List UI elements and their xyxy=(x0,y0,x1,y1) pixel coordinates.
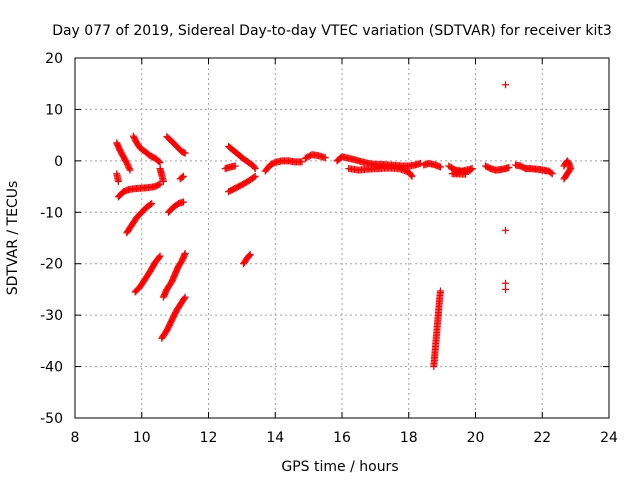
data-point xyxy=(502,279,510,287)
data-point xyxy=(181,249,189,257)
data-point xyxy=(155,253,163,261)
tick-layer: 8 10 12 14 16 18 20 22 24 20 10 0 -10 -20 -30 -40 -50 xyxy=(40,51,618,446)
series-arc-07 xyxy=(156,165,167,185)
series-arc-20 xyxy=(345,164,416,180)
series-arc-13 xyxy=(221,162,239,173)
series-arc-26 xyxy=(560,157,575,183)
data-point xyxy=(147,200,155,208)
point-layer xyxy=(113,81,575,371)
y-tick-label: 20 xyxy=(45,51,63,67)
series-arc-05 xyxy=(129,132,164,166)
data-point xyxy=(251,172,259,180)
data-point xyxy=(436,287,444,295)
x-tick-label: 16 xyxy=(333,430,351,446)
series-arc-15 xyxy=(225,172,259,196)
data-point xyxy=(547,169,555,177)
x-tick-label: 10 xyxy=(133,430,151,446)
series-arc-04 xyxy=(123,200,156,237)
x-tick-label: 8 xyxy=(71,430,80,446)
data-point xyxy=(461,170,469,178)
y-tick-label: 10 xyxy=(45,102,63,118)
data-point xyxy=(148,200,156,208)
y-tick-label: -30 xyxy=(40,308,63,324)
data-point xyxy=(159,177,167,185)
data-point xyxy=(245,251,253,259)
data-point xyxy=(250,163,258,171)
y-tick-label: 0 xyxy=(54,154,63,170)
y-tick-label: -20 xyxy=(40,257,63,273)
data-point xyxy=(407,171,415,179)
series-arc-24 xyxy=(482,162,513,174)
x-tick-label: 14 xyxy=(266,430,284,446)
data-point xyxy=(181,293,189,301)
series-arc-01 xyxy=(113,139,134,174)
series-arc-03 xyxy=(114,180,164,201)
series-arc-21 xyxy=(430,287,444,371)
data-point xyxy=(560,175,568,183)
chart-title: Day 077 of 2019, Sidereal Day-to-day VTE… xyxy=(52,23,612,39)
data-point xyxy=(126,166,134,174)
series-arc-17 xyxy=(261,157,306,175)
data-point xyxy=(180,294,188,302)
series-arc-12 xyxy=(176,172,187,183)
data-point xyxy=(155,181,163,189)
data-point xyxy=(505,164,513,172)
y-tick-label: -10 xyxy=(40,205,63,221)
series-arc-10 xyxy=(163,133,189,157)
data-point xyxy=(156,158,164,166)
x-tick-label: 18 xyxy=(400,430,418,446)
data-point xyxy=(179,198,187,206)
series-arc-06 xyxy=(131,252,164,296)
series-outliers xyxy=(502,81,510,293)
series-arc-08 xyxy=(158,293,189,342)
data-point xyxy=(502,285,510,293)
y-tick-label: -50 xyxy=(40,411,63,427)
series-arc-16 xyxy=(240,250,254,268)
data-point xyxy=(416,159,424,167)
data-point xyxy=(436,163,444,171)
data-point xyxy=(156,252,164,260)
data-point xyxy=(561,174,569,182)
data-point xyxy=(408,172,416,180)
data-point xyxy=(298,158,306,166)
x-tick-label: 22 xyxy=(533,430,551,446)
data-point xyxy=(231,162,239,170)
data-point xyxy=(181,149,189,157)
series-arc-02 xyxy=(113,170,122,185)
series-arc-25 xyxy=(512,161,556,178)
x-tick-label: 12 xyxy=(200,430,218,446)
data-point xyxy=(502,81,510,89)
series-arc-22 xyxy=(420,159,444,171)
plot-frame xyxy=(74,57,610,419)
data-point xyxy=(250,173,258,181)
x-tick-label: 20 xyxy=(467,430,485,446)
data-point xyxy=(246,250,254,258)
series-arc-11 xyxy=(164,198,187,216)
data-point xyxy=(155,158,163,166)
data-point xyxy=(178,173,186,181)
data-point xyxy=(179,172,187,180)
data-point xyxy=(548,170,556,178)
series-arc-09 xyxy=(159,249,189,301)
grid-layer xyxy=(75,58,609,418)
data-point xyxy=(502,226,510,234)
y-tick-label: -40 xyxy=(40,360,63,376)
y-axis-label: SDTVAR / TECUs xyxy=(5,181,21,296)
data-point xyxy=(125,165,133,173)
data-point xyxy=(321,154,329,162)
x-tick-label: 24 xyxy=(600,430,618,446)
series-arc-18 xyxy=(301,151,329,162)
data-point xyxy=(114,177,122,185)
series-arc-23 xyxy=(445,162,476,178)
data-point xyxy=(251,165,259,173)
x-axis-label: GPS time / hours xyxy=(281,459,398,475)
series-arc-14 xyxy=(225,142,259,173)
